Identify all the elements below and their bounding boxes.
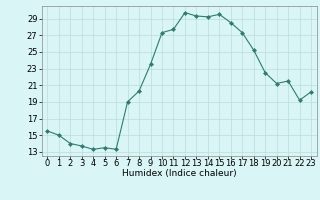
X-axis label: Humidex (Indice chaleur): Humidex (Indice chaleur) xyxy=(122,169,236,178)
